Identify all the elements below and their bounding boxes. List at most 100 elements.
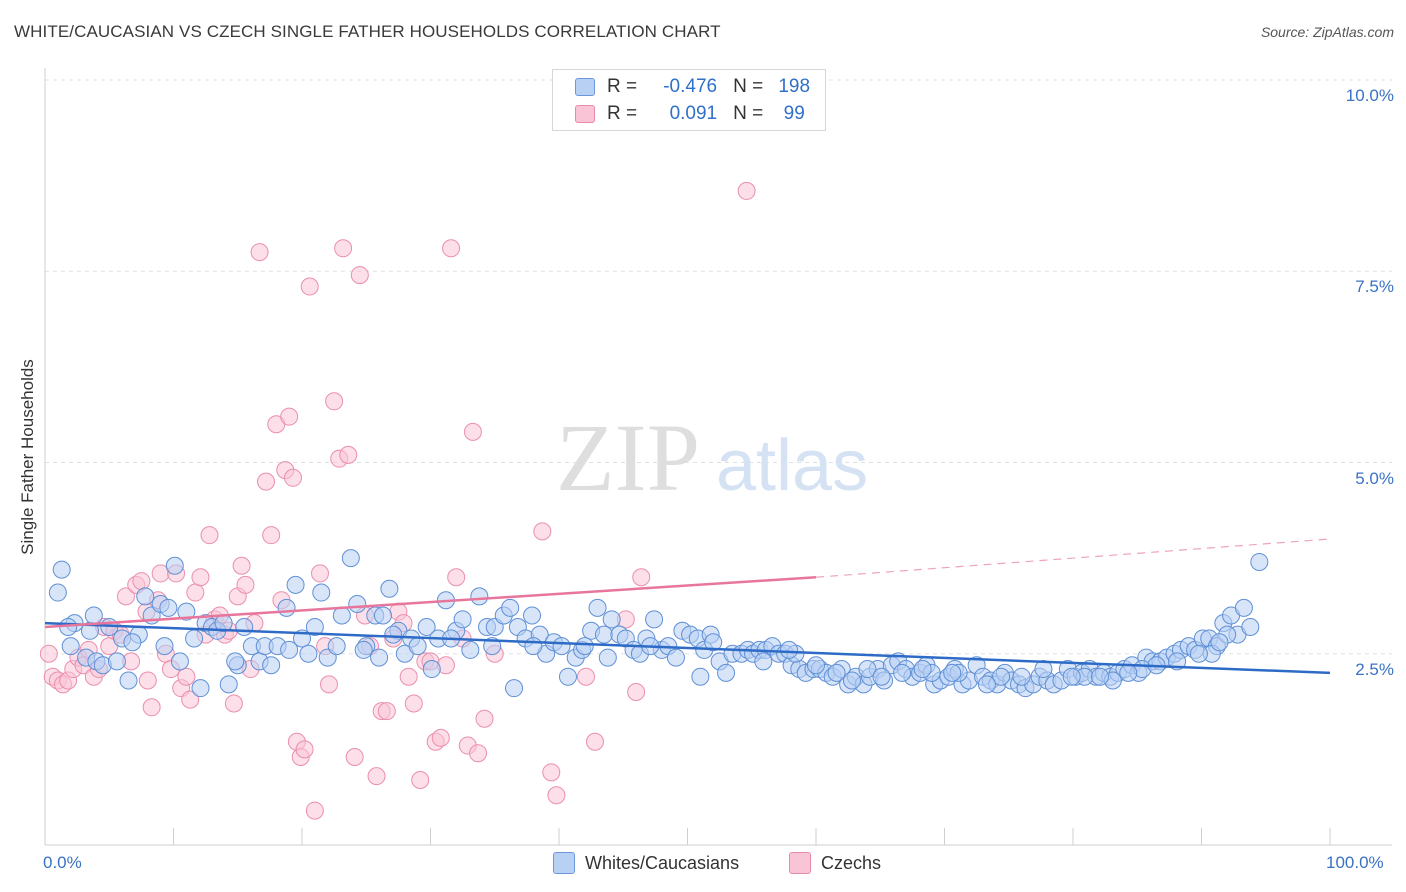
whites-point — [1062, 667, 1081, 686]
legend-item-whites[interactable]: Whites/Caucasians — [553, 852, 739, 874]
whites-point — [123, 633, 142, 652]
czechs-point — [250, 243, 269, 262]
whites-point — [1234, 598, 1253, 617]
whites-point — [277, 598, 296, 617]
stats-legend: R = -0.476 N = 198 R = 0.091 N = 99 — [552, 69, 826, 131]
czechs-point — [138, 671, 157, 690]
whites-point — [280, 640, 299, 659]
whites-point — [704, 633, 723, 652]
czechs-point — [280, 407, 299, 426]
whites-point — [645, 610, 664, 629]
czechs-point — [585, 732, 604, 751]
czechs-point — [191, 568, 210, 587]
whites-point — [219, 675, 238, 694]
blue-swatch-icon — [553, 852, 575, 874]
czechs-point — [632, 568, 651, 587]
legend-item-czechs[interactable]: Czechs — [789, 852, 881, 874]
r-label: R = — [607, 76, 638, 97]
whites-trend-line — [44, 621, 1331, 675]
whites-point — [807, 656, 825, 675]
whites-point — [191, 679, 210, 698]
whites-point — [1210, 633, 1229, 652]
whites-point — [913, 660, 932, 679]
whites-point — [373, 606, 392, 625]
whites-point — [354, 640, 373, 659]
pink-swatch-icon — [789, 852, 811, 874]
whites-point — [84, 606, 103, 625]
pink-swatch-icon — [575, 105, 595, 123]
x-tick-label-min: 0.0% — [43, 853, 82, 872]
n-value: 198 — [778, 76, 811, 97]
whites-point — [305, 617, 324, 636]
whites-point — [523, 606, 542, 625]
czechs-point — [475, 709, 494, 728]
bottom-legend: Whites/Caucasians Czechs — [0, 852, 1406, 878]
czechs-point — [463, 422, 482, 441]
chart-title: WHITE/CAUCASIAN VS CZECH SINGLE FATHER H… — [14, 22, 721, 41]
whites-point — [501, 598, 520, 617]
whites-point — [1250, 552, 1269, 571]
n-label: N = — [733, 103, 764, 124]
whites-point — [286, 575, 305, 594]
czechs-point — [236, 575, 255, 594]
czechs-point — [442, 239, 461, 258]
whites-point — [107, 652, 126, 671]
whites-point — [575, 637, 594, 656]
whites-point — [1119, 663, 1138, 682]
czechs-point — [142, 698, 161, 717]
whites-point — [461, 640, 480, 659]
czechs-point — [116, 587, 135, 606]
whites-point — [943, 663, 962, 682]
whites-point — [1189, 644, 1208, 663]
whites-point — [312, 583, 331, 602]
czechs-point — [576, 667, 595, 686]
y-tick-label: 7.5% — [1355, 277, 1394, 297]
czechs-point — [177, 667, 196, 686]
czechs-point — [325, 392, 344, 411]
czechs-point — [737, 181, 756, 200]
whites-point — [327, 637, 346, 656]
whites-point — [893, 663, 912, 682]
whites-point — [422, 660, 441, 679]
czechs-point — [39, 644, 58, 663]
czechs-point — [339, 445, 358, 464]
czechs-trend-extension — [815, 538, 1331, 578]
czechs-point — [257, 472, 276, 491]
axes — [44, 68, 1392, 846]
whites-point — [177, 602, 196, 621]
czechs-point — [181, 690, 200, 709]
whites-point — [754, 652, 773, 671]
n-value: 99 — [783, 103, 805, 124]
y-tick-label: 2.5% — [1355, 659, 1394, 679]
whites-point — [262, 656, 281, 675]
czechs-point — [627, 683, 646, 701]
whites-point — [159, 598, 178, 617]
czechs-point — [334, 239, 353, 258]
czechs-point — [542, 763, 561, 782]
czechs-point — [295, 740, 314, 759]
whites-point — [872, 667, 891, 686]
czechs-point — [132, 572, 151, 591]
whites-point — [235, 617, 254, 636]
watermark-atlas: atlas — [716, 426, 868, 506]
whites-point — [155, 637, 174, 656]
whites-point — [524, 637, 543, 656]
whites-points — [48, 549, 1269, 698]
czechs-point — [533, 522, 552, 541]
whites-point — [380, 579, 399, 598]
whites-point — [48, 583, 67, 602]
whites-point — [827, 663, 846, 682]
czechs-point — [469, 744, 488, 763]
whites-point — [384, 625, 403, 644]
whites-point — [552, 637, 571, 656]
czechs-point — [411, 770, 430, 789]
whites-point — [1090, 667, 1109, 686]
whites-point — [119, 671, 138, 690]
czechs-point — [350, 266, 369, 285]
trend-lines — [44, 538, 1331, 675]
czechs-point — [431, 728, 450, 747]
whites-point — [666, 648, 685, 667]
whites-point — [558, 667, 577, 686]
r-value: -0.476 — [663, 76, 718, 97]
